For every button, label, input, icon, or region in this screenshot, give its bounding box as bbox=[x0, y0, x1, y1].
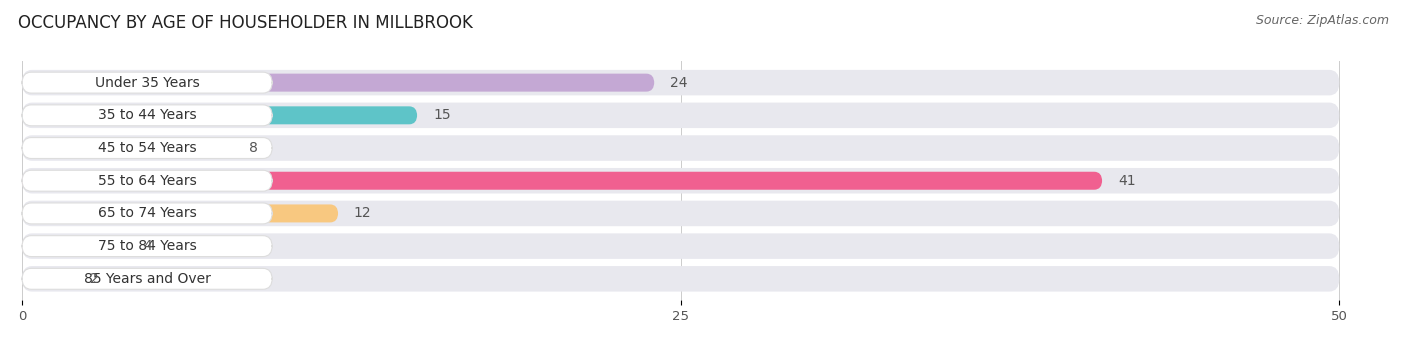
Text: 85 Years and Over: 85 Years and Over bbox=[84, 272, 211, 286]
FancyBboxPatch shape bbox=[22, 233, 1340, 259]
Text: 55 to 64 Years: 55 to 64 Years bbox=[98, 174, 197, 188]
FancyBboxPatch shape bbox=[22, 236, 273, 256]
Text: Source: ZipAtlas.com: Source: ZipAtlas.com bbox=[1256, 14, 1389, 27]
FancyBboxPatch shape bbox=[22, 205, 337, 222]
FancyBboxPatch shape bbox=[22, 168, 1340, 193]
Text: OCCUPANCY BY AGE OF HOUSEHOLDER IN MILLBROOK: OCCUPANCY BY AGE OF HOUSEHOLDER IN MILLB… bbox=[18, 14, 474, 32]
FancyBboxPatch shape bbox=[22, 70, 1340, 95]
Text: 12: 12 bbox=[354, 206, 371, 220]
Text: 15: 15 bbox=[433, 108, 450, 122]
FancyBboxPatch shape bbox=[22, 270, 75, 288]
Text: 24: 24 bbox=[671, 76, 688, 90]
FancyBboxPatch shape bbox=[22, 103, 1340, 128]
FancyBboxPatch shape bbox=[22, 203, 273, 224]
Text: 75 to 84 Years: 75 to 84 Years bbox=[98, 239, 197, 253]
Text: 2: 2 bbox=[90, 272, 100, 286]
FancyBboxPatch shape bbox=[22, 139, 233, 157]
FancyBboxPatch shape bbox=[22, 72, 273, 93]
Text: 35 to 44 Years: 35 to 44 Years bbox=[98, 108, 197, 122]
Text: 41: 41 bbox=[1118, 174, 1136, 188]
FancyBboxPatch shape bbox=[22, 266, 1340, 292]
FancyBboxPatch shape bbox=[22, 137, 273, 159]
Text: 4: 4 bbox=[143, 239, 152, 253]
FancyBboxPatch shape bbox=[22, 105, 273, 126]
Text: Under 35 Years: Under 35 Years bbox=[94, 76, 200, 90]
FancyBboxPatch shape bbox=[22, 106, 418, 124]
FancyBboxPatch shape bbox=[22, 268, 273, 289]
Text: 45 to 54 Years: 45 to 54 Years bbox=[98, 141, 197, 155]
FancyBboxPatch shape bbox=[22, 135, 1340, 161]
Text: 65 to 74 Years: 65 to 74 Years bbox=[98, 206, 197, 220]
FancyBboxPatch shape bbox=[22, 237, 128, 255]
FancyBboxPatch shape bbox=[22, 201, 1340, 226]
FancyBboxPatch shape bbox=[22, 172, 1102, 190]
FancyBboxPatch shape bbox=[22, 74, 654, 92]
FancyBboxPatch shape bbox=[22, 170, 273, 191]
Text: 8: 8 bbox=[249, 141, 257, 155]
